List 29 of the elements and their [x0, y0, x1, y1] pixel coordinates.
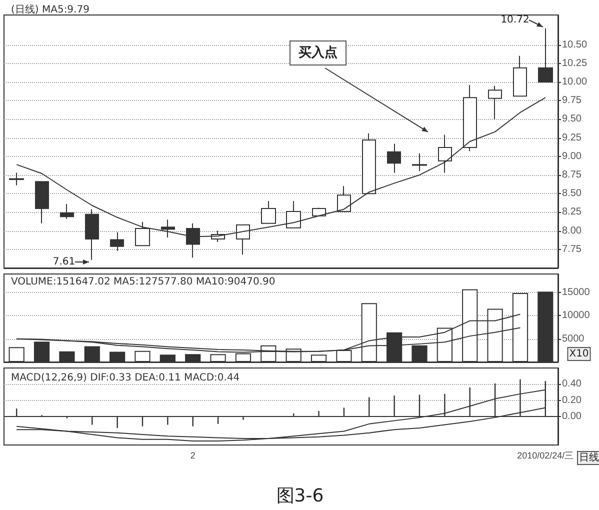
y-tick-label: 10.50: [562, 39, 588, 50]
y-tick-label: 8.25: [562, 206, 582, 218]
y-tick-label: 8.75: [562, 169, 582, 180]
y-tick-label: 9.75: [562, 95, 582, 106]
text: 日线: [579, 452, 599, 464]
y-tick-label: 0.40: [562, 378, 582, 390]
y-tick-label: 7.75: [562, 244, 582, 255]
y-tick-label: 15000: [562, 287, 590, 298]
y-tick-label: 0.20: [562, 394, 582, 406]
y-tick-label: 9.50: [562, 114, 582, 125]
y-tick-label: 8.50: [562, 188, 582, 200]
y-tick-label: 5000: [562, 333, 585, 344]
caption: 图3-6: [276, 486, 324, 506]
x-tick-label: 2: [190, 450, 196, 460]
annotation: 7.61: [52, 256, 76, 268]
y-tick-label: 9.25: [562, 132, 582, 144]
text: X10: [569, 348, 589, 360]
chart-title: VOLUME:151647.02 MA5:127577.80 MA10:90470.90: [11, 276, 276, 288]
y-tick-label: 8.00: [562, 225, 582, 236]
annotation: 10.72: [500, 14, 530, 26]
chart-title: MACD(12,26,9) DIF:0.33 DEA:0.11 MACD:0.44: [11, 372, 240, 384]
annotation: 买入点: [298, 44, 338, 60]
y-tick-label: 9.00: [562, 150, 582, 162]
y-tick-label: 10.25: [562, 58, 588, 69]
y-tick-label: 0.00: [562, 411, 582, 422]
x-tick-label: 2010/02/24/三: [517, 450, 574, 460]
chart-title: (日线) MA5:9.79: [11, 4, 90, 16]
y-tick-label: 10.00: [562, 76, 588, 88]
y-tick-label: 10000: [562, 310, 590, 322]
